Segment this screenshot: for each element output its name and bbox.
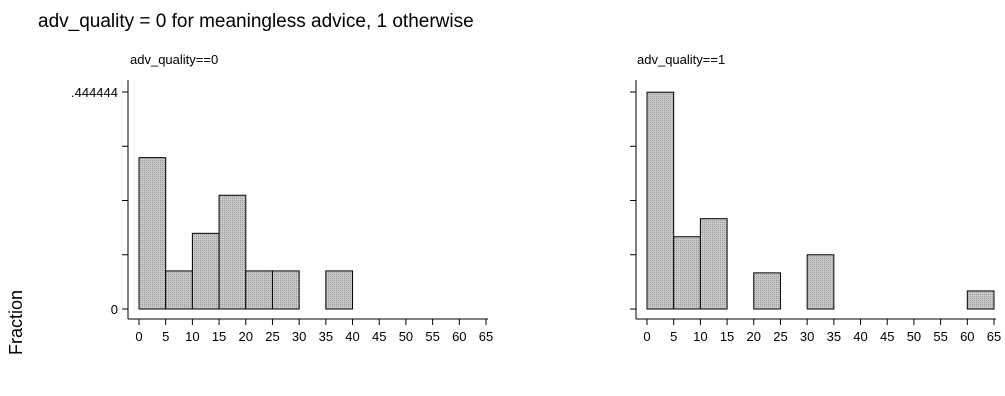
x-tick-label-q1-7: 35 xyxy=(827,329,841,344)
x-tick-label-q1-6: 30 xyxy=(800,329,814,344)
histogram-panel-adv-quality-1: adv_quality==1 0 5 10 15 20 25 30 35 40 45 50 55 60 65 xyxy=(630,52,1001,344)
x-tick-label-q0-5: 25 xyxy=(265,329,279,344)
histogram-bar-q1-2 xyxy=(699,218,728,310)
x-tick-label-q0-1: 5 xyxy=(162,329,169,344)
x-tick-label-q1-1: 5 xyxy=(670,329,677,344)
x-tick-label-q0-6: 30 xyxy=(292,329,306,344)
histogram-bar-q0-3 xyxy=(218,194,247,310)
panel-title-q1: adv_quality==1 xyxy=(637,52,725,67)
panel-title-q0: adv_quality==0 xyxy=(130,52,218,67)
x-tick-label-q1-2: 10 xyxy=(693,329,707,344)
histogram-bar-q0-6 xyxy=(325,270,354,310)
x-tick-label-q1-12: 60 xyxy=(960,329,974,344)
x-tick-label-q0-7: 35 xyxy=(319,329,333,344)
histogram-bar-q0-5 xyxy=(271,270,300,310)
x-tick-label-q0-10: 50 xyxy=(399,329,413,344)
x-tick-label-q1-10: 50 xyxy=(907,329,921,344)
histogram-bar-q1-0 xyxy=(646,91,675,310)
x-tick-label-q0-11: 55 xyxy=(425,329,439,344)
x-tick-label-q0-9: 45 xyxy=(372,329,386,344)
x-tick-label-q0-2: 10 xyxy=(185,329,199,344)
y-tick-label-q0-1: 0 xyxy=(111,302,118,317)
x-tick-label-q0-3: 15 xyxy=(212,329,226,344)
y-axis-label: Fraction xyxy=(6,290,26,355)
histogram-bar-q1-3 xyxy=(753,272,781,310)
x-tick-label-q1-4: 20 xyxy=(747,329,761,344)
histogram-bar-q1-5 xyxy=(966,290,995,310)
histogram-bar-q0-2 xyxy=(191,232,220,310)
x-tick-label-q1-8: 40 xyxy=(853,329,867,344)
histogram-bar-q0-0 xyxy=(138,157,167,310)
x-tick-label-q0-12: 60 xyxy=(452,329,466,344)
x-tick-label-q1-0: 0 xyxy=(643,329,650,344)
x-tick-label-q0-0: 0 xyxy=(135,329,142,344)
x-tick-label-q1-3: 15 xyxy=(720,329,734,344)
histogram-panel-adv-quality-0: adv_quality==0 .444444 0 0 5 10 15 20 25 30 35 40 45… xyxy=(71,52,493,344)
histogram-bar-q0-4 xyxy=(245,270,273,310)
histogram-bar-q1-4 xyxy=(806,254,835,310)
x-tick-label-q0-4: 20 xyxy=(239,329,253,344)
histogram-bar-q0-1 xyxy=(165,270,193,310)
x-tick-label-q1-9: 45 xyxy=(880,329,894,344)
x-tick-label-q1-13: 65 xyxy=(987,329,1001,344)
x-tick-label-q0-13: 65 xyxy=(479,329,493,344)
y-tick-label-q0-0: .444444 xyxy=(71,85,118,100)
histogram-bar-q1-1 xyxy=(673,236,701,310)
x-tick-label-q1-11: 55 xyxy=(933,329,947,344)
figure-title: adv_quality = 0 for meaningless advice, … xyxy=(38,11,474,32)
x-tick-label-q0-8: 40 xyxy=(345,329,359,344)
x-tick-label-q1-5: 25 xyxy=(773,329,787,344)
